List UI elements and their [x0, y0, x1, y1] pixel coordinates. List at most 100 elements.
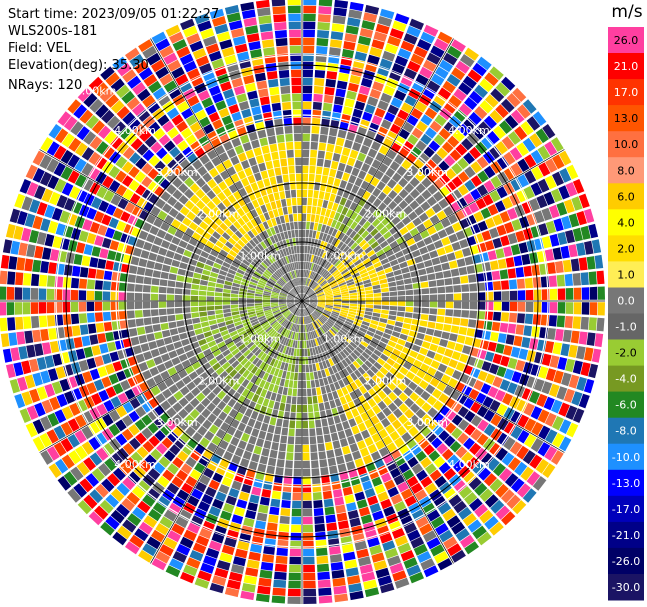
velocity-bin — [290, 263, 294, 271]
velocity-bin — [287, 303, 295, 306]
velocity-bin — [373, 261, 382, 269]
velocity-bin — [115, 419, 127, 432]
velocity-bin — [281, 427, 289, 436]
velocity-bin — [96, 141, 109, 155]
velocity-bin — [460, 275, 469, 284]
velocity-bin — [379, 240, 389, 249]
velocity-bin — [490, 499, 505, 514]
velocity-bin — [185, 243, 195, 252]
velocity-bin — [337, 129, 347, 139]
velocity-bin — [257, 350, 265, 359]
velocity-bin — [260, 241, 267, 250]
velocity-bin — [115, 184, 128, 197]
velocity-bin — [47, 175, 60, 190]
velocity-bin — [409, 571, 424, 584]
velocity-bin — [175, 380, 186, 390]
velocity-bin — [60, 166, 73, 181]
velocity-bin — [349, 292, 358, 296]
velocity-bin — [107, 115, 121, 129]
velocity-bin — [308, 305, 315, 310]
velocity-bin — [220, 330, 229, 337]
velocity-bin — [277, 326, 284, 333]
velocity-bin — [166, 407, 177, 418]
velocity-bin — [207, 130, 218, 142]
velocity-bin — [287, 157, 295, 166]
velocity-bin — [254, 305, 263, 309]
velocity-bin — [458, 506, 472, 520]
velocity-bin — [72, 265, 81, 277]
velocity-bin — [443, 270, 452, 278]
velocity-bin — [171, 334, 181, 343]
velocity-bin — [365, 529, 378, 540]
velocity-bin — [40, 171, 52, 186]
velocity-bin — [304, 245, 308, 254]
velocity-bin — [443, 121, 457, 134]
velocity-bin — [275, 314, 283, 320]
velocity-bin — [395, 372, 405, 381]
velocity-bin — [323, 286, 331, 292]
velocity-bin — [305, 261, 308, 270]
velocity-bin — [139, 460, 152, 473]
velocity-bin — [128, 166, 140, 178]
velocity-bin — [346, 90, 357, 100]
colorbar-cell — [608, 131, 644, 158]
velocity-bin — [142, 285, 151, 293]
velocity-bin — [394, 250, 404, 259]
velocity-bin — [394, 90, 407, 101]
velocity-bin — [296, 332, 299, 341]
velocity-bin — [389, 467, 401, 479]
velocity-bin — [298, 285, 301, 294]
velocity-bin — [399, 241, 409, 250]
velocity-bin — [362, 137, 373, 148]
velocity-bin — [251, 320, 260, 326]
velocity-bin — [167, 127, 179, 139]
velocity-bin — [323, 498, 334, 508]
velocity-bin — [307, 189, 314, 198]
velocity-bin — [302, 301, 304, 309]
velocity-bin — [449, 440, 462, 453]
velocity-bin — [356, 187, 366, 197]
velocity-bin — [154, 186, 165, 197]
velocity-bin — [307, 396, 313, 405]
velocity-bin — [479, 100, 494, 114]
velocity-bin — [328, 278, 335, 284]
velocity-bin — [175, 281, 184, 288]
velocity-bin — [280, 327, 286, 335]
velocity-bin — [231, 77, 244, 88]
velocity-bin — [202, 520, 215, 532]
velocity-bin — [382, 332, 391, 340]
velocity-bin — [362, 454, 373, 465]
velocity-bin — [25, 164, 38, 180]
velocity-bin — [572, 408, 585, 423]
velocity-bin — [238, 304, 247, 308]
velocity-bin — [421, 294, 430, 301]
velocity-bin — [286, 297, 295, 300]
velocity-bin — [311, 206, 317, 214]
velocity-bin — [237, 152, 247, 162]
velocity-bin — [454, 381, 465, 392]
velocity-bin — [430, 544, 445, 557]
velocity-bin — [334, 273, 342, 280]
velocity-bin — [250, 209, 258, 218]
velocity-bin — [249, 281, 258, 286]
velocity-bin — [227, 214, 237, 224]
velocity-bin — [330, 267, 338, 275]
velocity-bin — [358, 395, 367, 405]
velocity-bin — [473, 211, 484, 223]
velocity-bin — [239, 310, 248, 314]
velocity-bin — [263, 291, 272, 295]
velocity-bin — [167, 530, 182, 543]
velocity-bin — [489, 146, 502, 160]
velocity-bin — [51, 381, 63, 395]
velocity-bin — [423, 373, 433, 383]
velocity-bin — [370, 276, 379, 283]
velocity-bin — [526, 471, 541, 486]
velocity-bin — [246, 381, 254, 391]
velocity-bin — [398, 443, 410, 455]
velocity-bin — [360, 254, 369, 262]
velocity-bin — [259, 496, 270, 506]
velocity-bin — [462, 75, 477, 89]
velocity-bin — [333, 381, 341, 390]
velocity-bin — [460, 318, 469, 327]
velocity-bin — [263, 239, 270, 248]
